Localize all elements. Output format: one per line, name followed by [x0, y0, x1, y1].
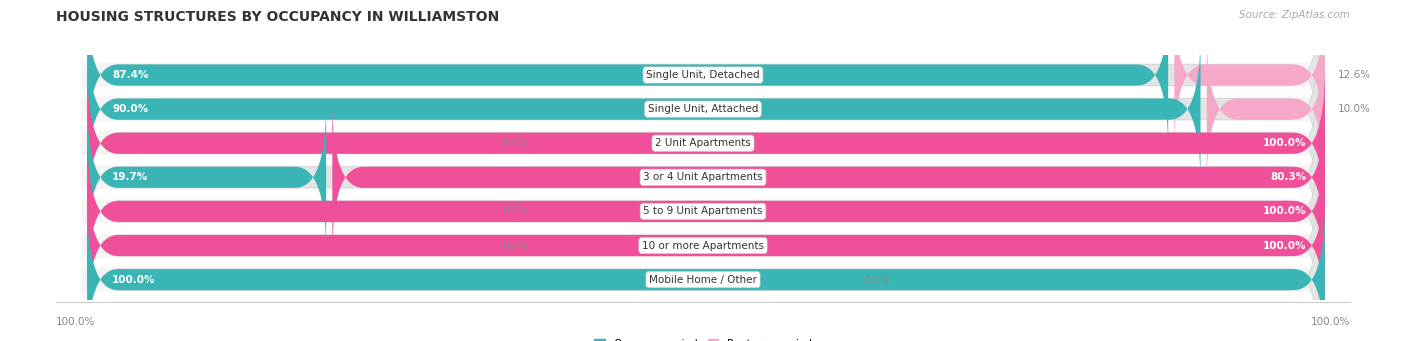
- Text: 100.0%: 100.0%: [1263, 138, 1306, 148]
- Text: 2 Unit Apartments: 2 Unit Apartments: [655, 138, 751, 148]
- FancyBboxPatch shape: [82, 97, 1324, 121]
- Text: 10 or more Apartments: 10 or more Apartments: [643, 240, 763, 251]
- Text: 0.0%: 0.0%: [502, 206, 529, 217]
- FancyBboxPatch shape: [82, 63, 1324, 87]
- Text: 87.4%: 87.4%: [112, 70, 149, 80]
- FancyBboxPatch shape: [87, 69, 1324, 218]
- Text: 0.0%: 0.0%: [865, 275, 891, 285]
- FancyBboxPatch shape: [332, 103, 1324, 252]
- FancyBboxPatch shape: [87, 0, 1319, 150]
- Text: 100.0%: 100.0%: [1263, 206, 1306, 217]
- Text: Single Unit, Detached: Single Unit, Detached: [647, 70, 759, 80]
- Text: 0.0%: 0.0%: [502, 138, 529, 148]
- FancyBboxPatch shape: [87, 34, 1319, 184]
- FancyBboxPatch shape: [87, 137, 1319, 286]
- Text: 5 to 9 Unit Apartments: 5 to 9 Unit Apartments: [644, 206, 762, 217]
- Text: 19.7%: 19.7%: [112, 172, 149, 182]
- FancyBboxPatch shape: [87, 34, 1201, 184]
- FancyBboxPatch shape: [87, 171, 1319, 320]
- Text: 10.0%: 10.0%: [1337, 104, 1371, 114]
- Text: 100.0%: 100.0%: [1263, 240, 1306, 251]
- Text: 90.0%: 90.0%: [112, 104, 149, 114]
- FancyBboxPatch shape: [1206, 34, 1324, 184]
- Legend: Owner-occupied, Renter-occupied: Owner-occupied, Renter-occupied: [595, 339, 811, 341]
- FancyBboxPatch shape: [87, 171, 1324, 320]
- FancyBboxPatch shape: [82, 268, 1324, 292]
- FancyBboxPatch shape: [87, 103, 1319, 252]
- Text: 100.0%: 100.0%: [56, 317, 96, 327]
- FancyBboxPatch shape: [87, 137, 1324, 286]
- FancyBboxPatch shape: [87, 69, 1319, 218]
- FancyBboxPatch shape: [82, 234, 1324, 257]
- FancyBboxPatch shape: [87, 103, 326, 252]
- Text: 100.0%: 100.0%: [1310, 317, 1350, 327]
- FancyBboxPatch shape: [87, 205, 1319, 341]
- FancyBboxPatch shape: [82, 199, 1324, 223]
- Text: 100.0%: 100.0%: [112, 275, 156, 285]
- Text: 80.3%: 80.3%: [1270, 172, 1306, 182]
- Text: HOUSING STRUCTURES BY OCCUPANCY IN WILLIAMSTON: HOUSING STRUCTURES BY OCCUPANCY IN WILLI…: [56, 10, 499, 24]
- Text: Mobile Home / Other: Mobile Home / Other: [650, 275, 756, 285]
- Text: 0.0%: 0.0%: [502, 240, 529, 251]
- FancyBboxPatch shape: [87, 0, 1168, 150]
- Text: 12.6%: 12.6%: [1337, 70, 1371, 80]
- FancyBboxPatch shape: [1174, 0, 1324, 150]
- FancyBboxPatch shape: [87, 205, 1324, 341]
- Text: Single Unit, Attached: Single Unit, Attached: [648, 104, 758, 114]
- Text: Source: ZipAtlas.com: Source: ZipAtlas.com: [1239, 10, 1350, 20]
- FancyBboxPatch shape: [82, 131, 1324, 155]
- FancyBboxPatch shape: [82, 165, 1324, 189]
- Text: 3 or 4 Unit Apartments: 3 or 4 Unit Apartments: [643, 172, 763, 182]
